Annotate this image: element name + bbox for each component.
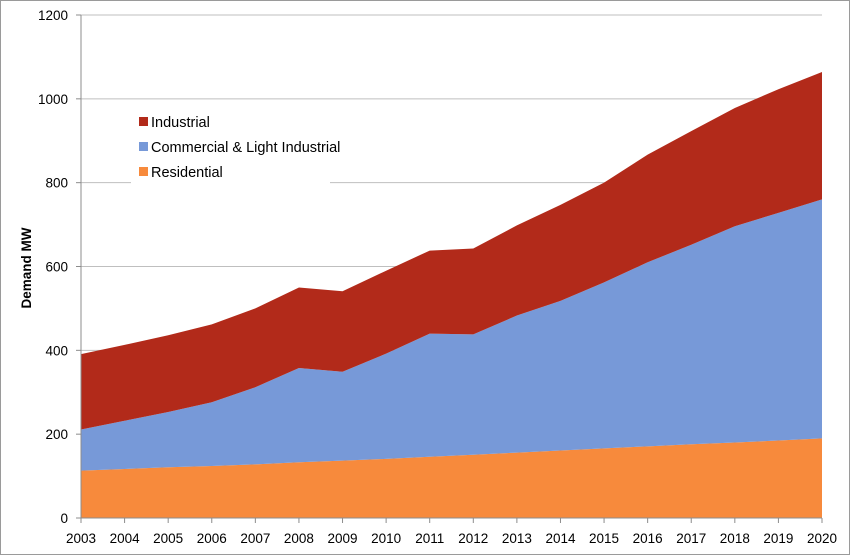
x-tick-label: 2020	[807, 531, 837, 546]
x-tick-label: 2004	[110, 531, 141, 546]
axes	[76, 14, 823, 523]
x-tick-label: 2014	[545, 531, 576, 546]
legend-swatch-residential	[139, 167, 148, 176]
area-industrial	[81, 72, 822, 430]
y-tick-labels: 0 200 400 600 800 1000 1200	[38, 8, 68, 526]
x-tick-label: 2012	[458, 531, 488, 546]
x-tick-label: 2011	[415, 531, 444, 546]
y-tick-label: 600	[45, 260, 68, 275]
x-tick-label: 2016	[633, 531, 663, 546]
x-tick-labels: 2003 2004 2005 2006 2007 2008 2009 2010 2011 2012…	[66, 531, 837, 546]
y-tick-label: 1200	[38, 8, 68, 23]
x-tick-label: 2018	[720, 531, 750, 546]
legend-label-industrial: Industrial	[151, 115, 210, 131]
legend-label-commercial-and-light-industrial: Commercial & Light Industrial	[151, 140, 340, 156]
area-series-group	[81, 72, 822, 518]
y-tick-label: 200	[45, 427, 68, 442]
legend-swatch-industrial	[139, 117, 148, 126]
y-tick-label: 400	[45, 343, 68, 358]
area-residential	[81, 438, 822, 518]
legend-swatch-commercial-and-light-industrial	[139, 142, 148, 151]
x-tick-label: 2017	[676, 531, 706, 546]
x-tick-label: 2009	[328, 531, 358, 546]
x-tick-label: 2003	[66, 531, 96, 546]
legend: Industrial Commercial & Light Industrial R…	[131, 108, 340, 184]
y-tick-label: 800	[45, 176, 68, 191]
x-tick-label: 2006	[197, 531, 227, 546]
x-tick-label: 2010	[371, 531, 401, 546]
area-commercial-and-light-industrial	[81, 199, 822, 471]
legend-background	[131, 108, 330, 184]
x-tick-label: 2019	[763, 531, 793, 546]
x-tick-label: 2007	[240, 531, 270, 546]
y-axis-label: Demand MW	[19, 227, 34, 308]
x-tick-label: 2013	[502, 531, 532, 546]
x-tick-label: 2005	[153, 531, 183, 546]
y-tick-label: 0	[60, 511, 68, 526]
x-tick-label: 2008	[284, 531, 314, 546]
legend-label-residential: Residential	[151, 165, 223, 181]
x-tick-label: 2015	[589, 531, 619, 546]
y-tick-label: 1000	[38, 92, 68, 107]
